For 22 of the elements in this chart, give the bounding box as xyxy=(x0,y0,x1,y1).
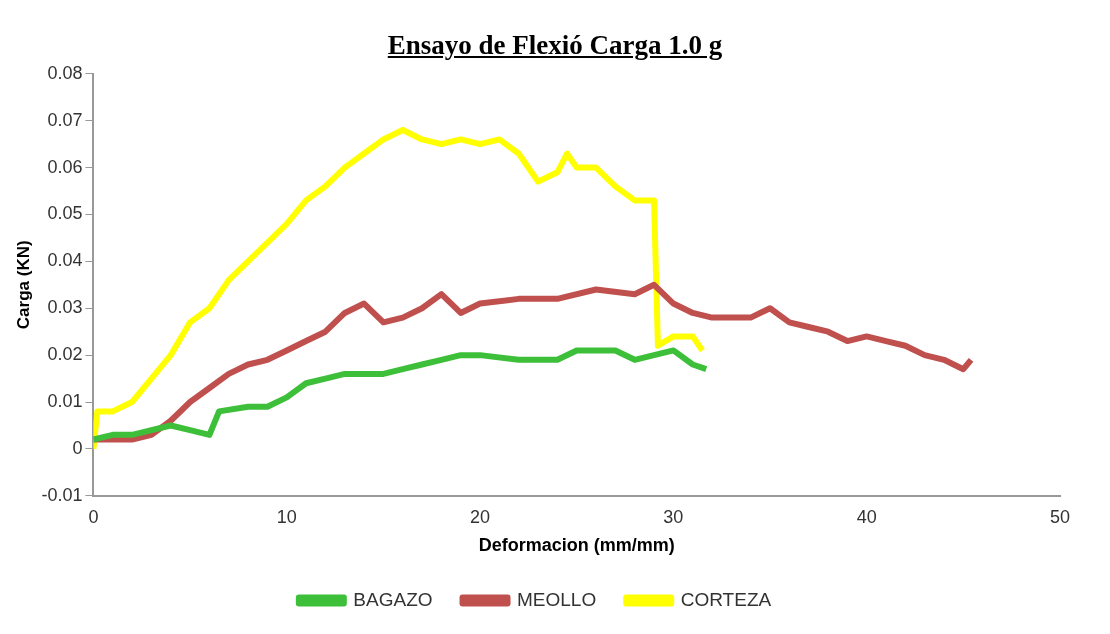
y-tick-label: 0.07 xyxy=(47,109,83,130)
x-tick-label: 40 xyxy=(856,506,877,527)
y-tick-label: 0.08 xyxy=(47,62,83,83)
x-tick-label: 50 xyxy=(1049,506,1071,527)
y-tick-label: 0.05 xyxy=(47,203,83,224)
x-tick-label: 20 xyxy=(470,506,491,527)
legend-label: MEOLLO xyxy=(517,588,597,610)
y-tick-label: 0.01 xyxy=(47,390,83,411)
chart-title: Ensayo de Flexió Carga 1.0 g xyxy=(386,30,724,61)
x-tick-label: 0 xyxy=(88,506,99,527)
y-tick-label: 0.03 xyxy=(47,297,83,318)
x-tick-label: 10 xyxy=(276,506,297,527)
y-tick-label: 0.04 xyxy=(47,250,83,271)
y-tick-label: 0.06 xyxy=(47,156,83,177)
y-tick-label: 0 xyxy=(72,437,83,458)
legend-label: BAGAZO xyxy=(353,588,433,610)
legend-label: CORTEZA xyxy=(680,588,772,610)
x-axis-title: Deformacion (mm/mm) xyxy=(478,535,675,556)
y-tick-label: -0.01 xyxy=(41,484,83,505)
x-tick-label: 30 xyxy=(663,506,684,527)
y-tick-label: 0.02 xyxy=(47,344,83,365)
y-axis-title: Carga (KN) xyxy=(13,240,33,330)
